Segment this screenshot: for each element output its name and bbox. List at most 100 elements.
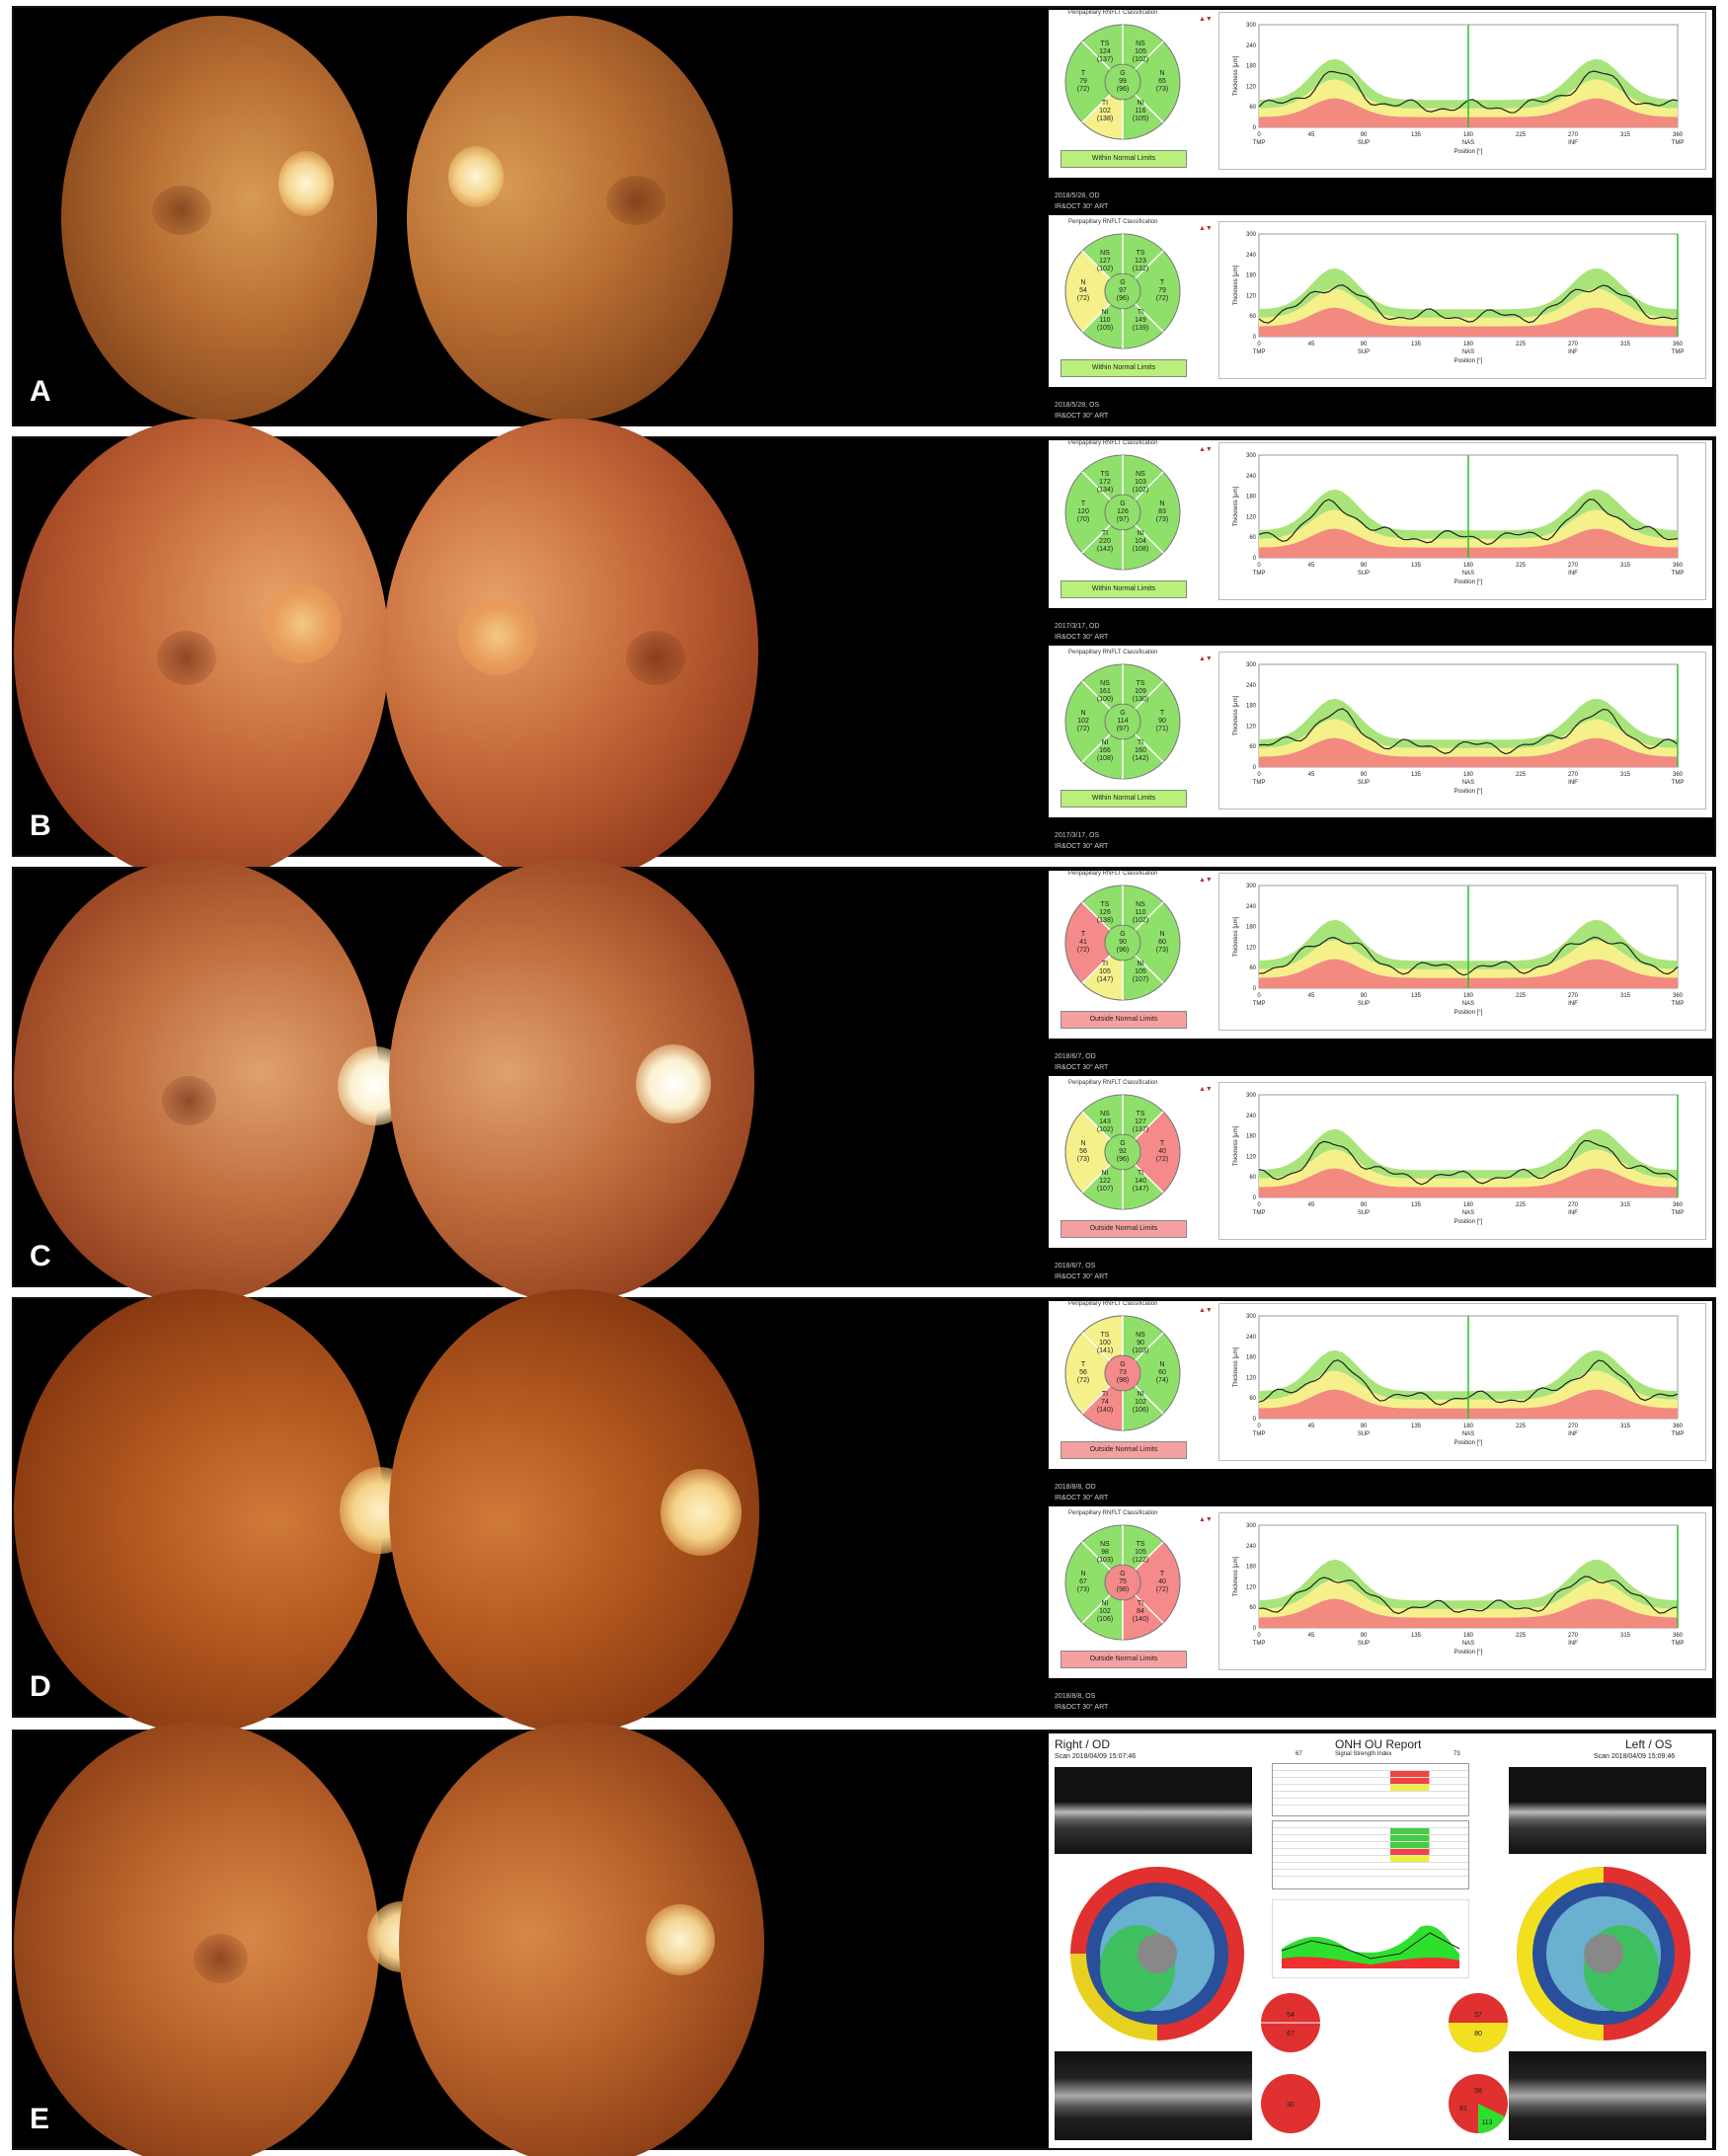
sector-divider: [1135, 1332, 1164, 1361]
scroll-arrows-icon[interactable]: ▲▼: [1199, 225, 1213, 232]
scroll-arrows-icon[interactable]: ▲▼: [1199, 446, 1213, 453]
scan-date: 2017/3/17, OS: [1055, 832, 1100, 839]
oct-block-od: Peripapillary RNFLT Classification TS 100(…: [1049, 1301, 1712, 1506]
sector-normal: (102): [1097, 266, 1113, 272]
x-tick-label: 0: [1257, 1633, 1261, 1639]
scan-footer: 2018/6/7, OD IR&OCT 30° ART: [1049, 1039, 1712, 1076]
x-tick-label: 180: [1463, 772, 1474, 778]
y-tick-label: 60: [1249, 314, 1256, 320]
x-tick-label: 45: [1308, 772, 1315, 778]
scroll-arrows-icon[interactable]: ▲▼: [1199, 16, 1213, 23]
sector-value: 60: [1158, 1369, 1166, 1376]
sector-divider: [1135, 524, 1164, 554]
scan-date: 2018/8/8, OS: [1055, 1693, 1096, 1700]
y-tick-label: 120: [1246, 84, 1257, 90]
sector-normal: (137): [1133, 1126, 1148, 1133]
sector-normal: (147): [1133, 1186, 1148, 1193]
scroll-arrows-icon[interactable]: ▲▼: [1199, 655, 1213, 662]
sector-normal: (107): [1097, 1186, 1113, 1193]
x-tick-label: 45: [1308, 342, 1315, 347]
sector-name: NS: [1136, 471, 1145, 478]
sector-value: 56: [1079, 1369, 1087, 1376]
sector-tick-label: TMP: [1253, 349, 1266, 355]
sector-value: 105: [1099, 968, 1111, 975]
classification-status: Within Normal Limits: [1060, 150, 1187, 168]
y-axis-label: Thickness [µm]: [1233, 695, 1239, 735]
sector-value: 105: [1135, 968, 1146, 975]
sector-divider: [1081, 250, 1111, 279]
classification-status: Within Normal Limits: [1060, 359, 1187, 377]
oct-bscan-os-top: [1509, 1767, 1706, 1854]
scan-date: 2018/5/28, OS: [1055, 402, 1100, 409]
x-tick-label: 135: [1411, 1202, 1422, 1208]
scroll-arrows-icon[interactable]: ▲▼: [1199, 1086, 1213, 1093]
x-tick-label: 90: [1361, 993, 1368, 999]
oct-block-os: Peripapillary RNFLT Classification NS 98 (1…: [1049, 1510, 1712, 1716]
y-tick-label: 60: [1249, 105, 1256, 111]
scroll-arrows-icon[interactable]: ▲▼: [1199, 1516, 1213, 1523]
borderline-band: [1259, 509, 1678, 548]
sector-name: N: [1080, 1140, 1085, 1147]
sector-tick-label: SUP: [1358, 1210, 1370, 1216]
sector-normal: (105): [1133, 116, 1148, 122]
sector-chart-os-1: 57 80: [1449, 1993, 1508, 2052]
sector-value: 105: [1135, 48, 1146, 55]
y-tick-label: 180: [1246, 495, 1257, 500]
sector-value: 127: [1135, 1118, 1146, 1125]
sector-name: TS: [1101, 40, 1110, 47]
oct-report: Peripapillary RNFLT Classification TS 172(…: [1049, 440, 1712, 855]
sector-divider: [1135, 250, 1164, 279]
scroll-arrows-icon[interactable]: ▲▼: [1199, 877, 1213, 884]
scan-footer: 2017/3/17, OD IR&OCT 30° ART: [1049, 608, 1712, 646]
y-tick-label: 300: [1246, 662, 1257, 668]
oct-report: Peripapillary RNFLT Classification TS 126(…: [1049, 871, 1712, 1285]
fundus-photo-od: [14, 1722, 379, 2156]
graph-container: 300 240 180 120 60 0 0 45 90 135 180 225 270 315 360 TM…: [1218, 873, 1706, 1031]
x-axis-label: Position [°]: [1454, 1010, 1483, 1016]
y-tick-label: 180: [1246, 64, 1257, 70]
classification-status: Outside Normal Limits: [1060, 1651, 1187, 1668]
sector-name: TI: [1138, 1600, 1143, 1607]
y-tick-label: 120: [1246, 945, 1257, 951]
x-tick-label: 360: [1673, 1202, 1684, 1208]
sector-value: 79: [1079, 78, 1087, 85]
sector-divider: [1081, 1164, 1111, 1194]
optic-disc-os: [661, 1469, 742, 1556]
sector-normal: (72): [1077, 947, 1089, 954]
x-tick-label: 315: [1620, 1633, 1631, 1639]
sector-name: N: [1159, 1361, 1164, 1368]
rnfl-thickness-graph: 300 240 180 120 60 00 45 90 135 180 225 270 315 360 TM…: [1233, 1523, 1684, 1656]
sector-name: G: [1120, 1571, 1125, 1578]
sector-divider: [1135, 40, 1164, 70]
sector-divider: [1081, 1111, 1111, 1140]
panel-e: E Right / OD ONH OU Report Left / OS Sca…: [12, 1722, 1716, 2156]
macula-od: [152, 186, 211, 235]
oct-report: Peripapillary RNFLT Classification TS 124(…: [1049, 10, 1712, 424]
sector-normal: (73): [1156, 516, 1168, 523]
sector-chart-os-2: 58 81 113: [1449, 2074, 1508, 2133]
sector-normal: (142): [1097, 546, 1113, 553]
sector-tick-label: TMP: [1672, 349, 1685, 355]
x-tick-label: 180: [1463, 993, 1474, 999]
sector-divider: [1135, 471, 1164, 500]
scroll-arrows-icon[interactable]: ▲▼: [1199, 1307, 1213, 1314]
signal-strength-label: Signal Strength Index: [1335, 1751, 1392, 1757]
rnfl-thickness-graph: 300 240 180 120 60 00 45 90 135 180 225 270 315 360 TM…: [1233, 232, 1685, 364]
sector-value: 41: [1079, 939, 1087, 946]
sector-value: 103: [1135, 479, 1146, 486]
x-tick-label: 0: [1257, 342, 1261, 347]
sector-value: 54: [1079, 287, 1087, 294]
sector-value: 97: [1119, 287, 1127, 294]
y-tick-label: 60: [1249, 1175, 1256, 1181]
sector-tick-label: TMP: [1253, 1210, 1266, 1216]
sector-name: N: [1159, 500, 1164, 507]
sector-divider: [1081, 901, 1111, 931]
y-tick-label: 120: [1246, 1375, 1257, 1381]
sector-normal: (70): [1077, 516, 1089, 523]
rnfl-sector-circle: TS172(134)NS103(102)T120(70)G126(97)N83(…: [1064, 454, 1181, 571]
scan-footer: 2018/5/28, OD IR&OCT 30° ART: [1049, 178, 1712, 215]
sector-value: 120: [1077, 508, 1089, 515]
y-tick-label: 120: [1246, 293, 1257, 299]
panel-label: C: [30, 1240, 51, 1272]
